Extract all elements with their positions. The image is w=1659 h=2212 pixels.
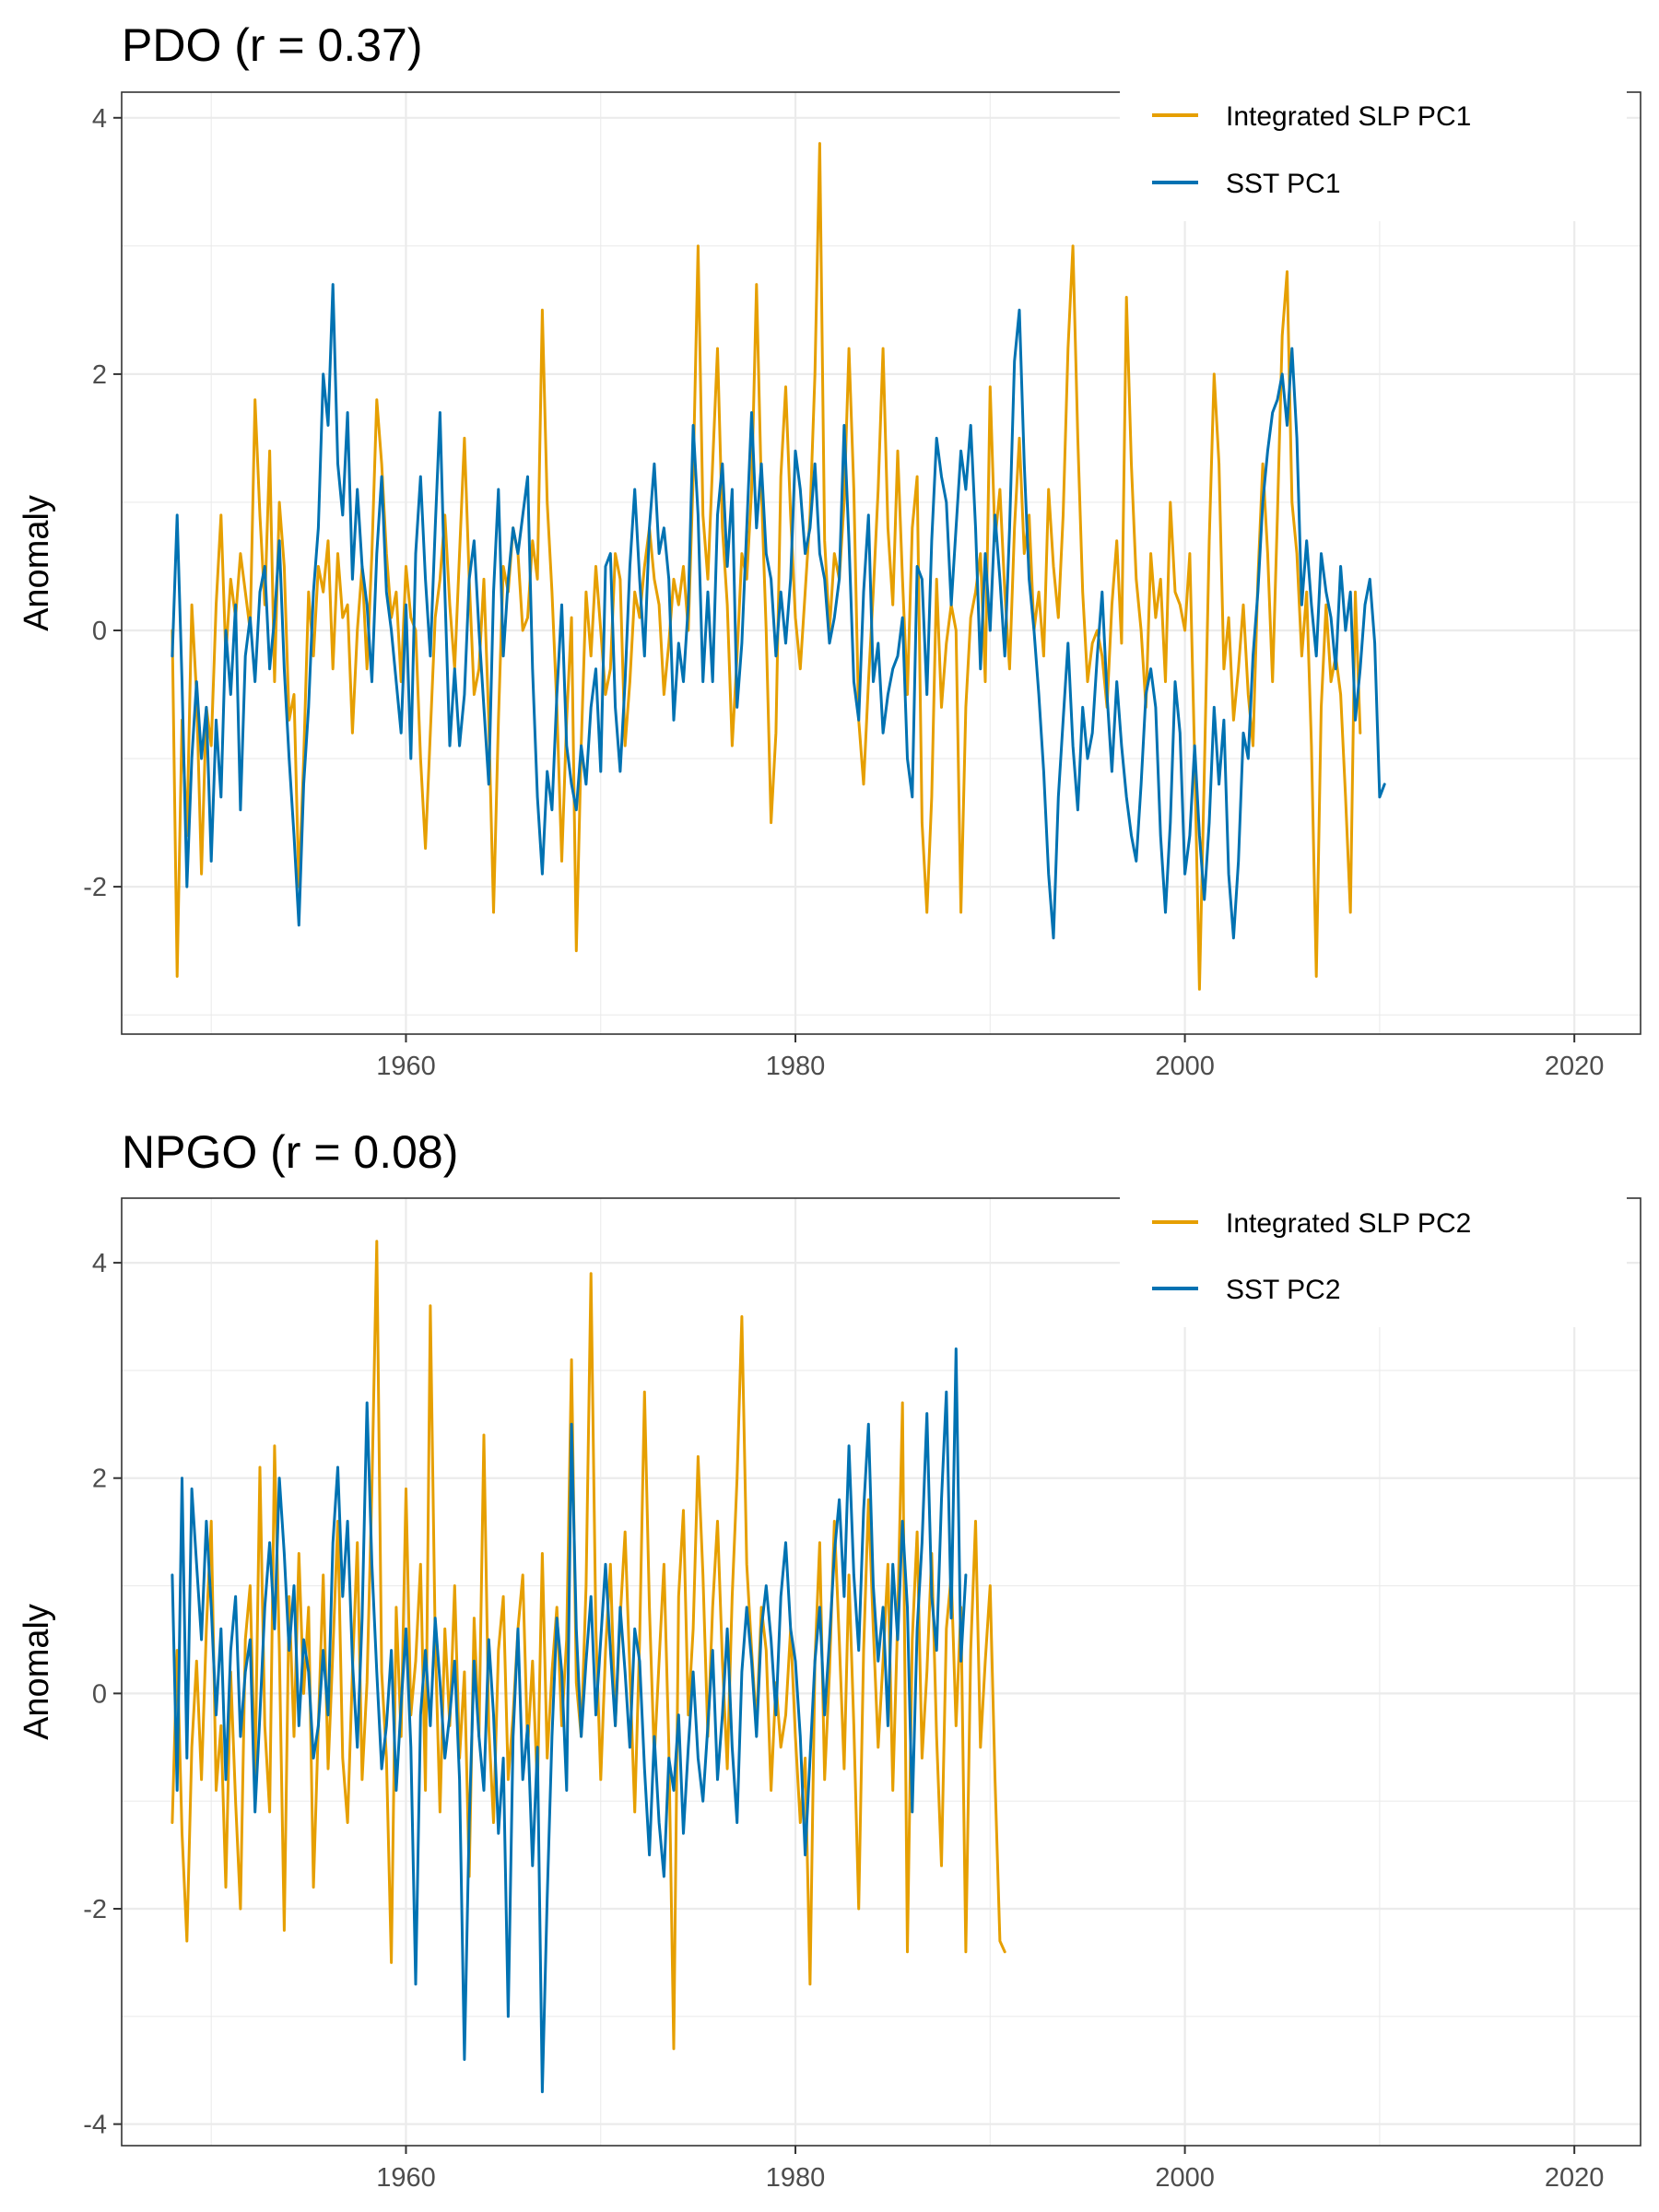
pdo-panel: PDO (r = 0.37) -2 0 2 4 1960 1980 2000 2020 An… bbox=[18, 19, 1641, 1081]
pdo-legend-label-sst: SST PC1 bbox=[1226, 169, 1341, 199]
npgo-y-tick-label: 0 bbox=[92, 1679, 107, 1709]
pdo-y-tick-label: -2 bbox=[83, 873, 107, 902]
pdo-x-axis: 1960 1980 2000 2020 bbox=[376, 1034, 1604, 1081]
npgo-x-tick-label: 2020 bbox=[1545, 2163, 1605, 2193]
pdo-legend-label-slp: Integrated SLP PC1 bbox=[1226, 101, 1471, 132]
pdo-y-tick-label: 4 bbox=[92, 104, 107, 134]
pdo-legend: Integrated SLP PC1 SST PC1 bbox=[1120, 83, 1627, 221]
pdo-y-tick-label: 0 bbox=[92, 617, 107, 646]
pdo-x-tick-label: 1980 bbox=[766, 1052, 826, 1081]
npgo-y-tick-label: 4 bbox=[92, 1249, 107, 1278]
npgo-title: NPGO (r = 0.08) bbox=[122, 1126, 458, 1178]
npgo-legend-box bbox=[1120, 1189, 1627, 1327]
pdo-title: PDO (r = 0.37) bbox=[122, 19, 423, 71]
pdo-series-line-sst bbox=[171, 283, 1386, 940]
npgo-x-tick-label: 1980 bbox=[766, 2163, 826, 2193]
npgo-y-axis: -4 -2 0 2 4 bbox=[83, 1249, 122, 2140]
npgo-series-line-slp bbox=[171, 1240, 1006, 2051]
pdo-series-slp bbox=[171, 142, 1362, 991]
pdo-x-tick-label: 2020 bbox=[1545, 1052, 1605, 1081]
pdo-y-axis: -2 0 2 4 bbox=[83, 104, 122, 902]
pdo-plot-background bbox=[122, 92, 1641, 1034]
pdo-x-tick-label: 2000 bbox=[1155, 1052, 1215, 1081]
pdo-series-line-slp bbox=[171, 142, 1362, 991]
pdo-y-axis-title: Anomaly bbox=[18, 495, 56, 631]
pdo-legend-box bbox=[1120, 83, 1627, 221]
npgo-legend: Integrated SLP PC2 SST PC2 bbox=[1120, 1189, 1627, 1327]
npgo-legend-label-sst: SST PC2 bbox=[1226, 1275, 1341, 1305]
npgo-y-tick-label: -2 bbox=[83, 1895, 107, 1924]
npgo-series-line-sst bbox=[171, 1347, 968, 2094]
pdo-x-tick-label: 1960 bbox=[376, 1052, 436, 1081]
pdo-y-tick-label: 2 bbox=[92, 360, 107, 390]
npgo-panel: NPGO (r = 0.08) -4 -2 0 2 4 1960 1980 2000 2020… bbox=[18, 1126, 1641, 2193]
npgo-x-tick-label: 1960 bbox=[376, 2163, 436, 2193]
pdo-panel-border bbox=[121, 91, 1641, 1035]
npgo-x-axis: 1960 1980 2000 2020 bbox=[376, 2146, 1604, 2193]
npgo-x-tick-label: 2000 bbox=[1155, 2163, 1215, 2193]
npgo-y-axis-title: Anomaly bbox=[18, 1604, 56, 1740]
pdo-series-sst bbox=[171, 283, 1386, 940]
npgo-y-tick-label: 2 bbox=[92, 1465, 107, 1494]
npgo-series-sst bbox=[171, 1347, 968, 2094]
npgo-legend-label-slp: Integrated SLP PC2 bbox=[1226, 1208, 1471, 1239]
npgo-panel-border bbox=[121, 1197, 1641, 2147]
npgo-series-slp bbox=[171, 1240, 1006, 2051]
npgo-y-tick-label: -4 bbox=[83, 2111, 107, 2140]
